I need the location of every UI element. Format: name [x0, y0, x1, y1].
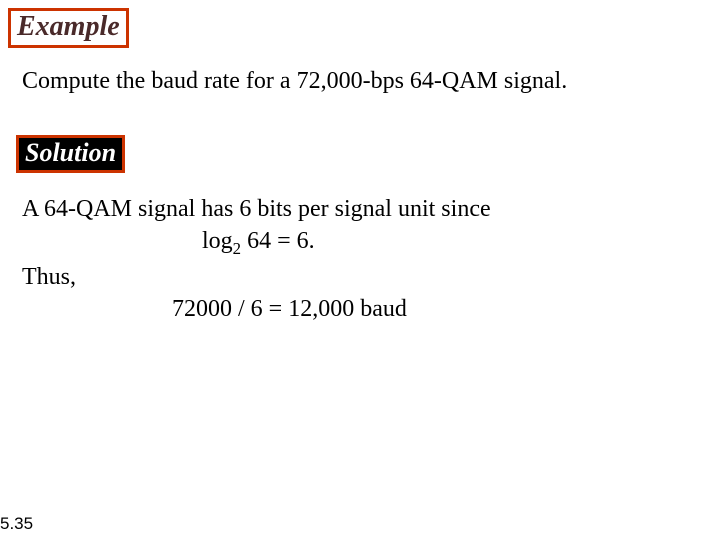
page-number: 5.35	[0, 514, 33, 534]
solution-heading-text: Solution	[25, 138, 116, 167]
solution-line-thus: Thus,	[22, 261, 712, 293]
problem-statement: Compute the baud rate for a 72,000-bps 6…	[22, 68, 712, 95]
slide-container: Example Compute the baud rate for a 72,0…	[0, 0, 720, 540]
solution-line-log: log2 64 = 6.	[22, 225, 712, 260]
log-suffix: 64 = 6.	[241, 228, 315, 254]
solution-body: A 64-QAM signal has 6 bits per signal un…	[22, 193, 712, 326]
log-prefix: log	[202, 228, 233, 254]
example-heading-box: Example	[8, 8, 129, 48]
solution-line-1: A 64-QAM signal has 6 bits per signal un…	[22, 193, 712, 225]
solution-heading-box: Solution	[16, 135, 125, 173]
example-heading-text: Example	[17, 11, 120, 42]
log-subscript: 2	[233, 239, 241, 258]
solution-line-result: 72000 / 6 = 12,000 baud	[22, 293, 712, 325]
